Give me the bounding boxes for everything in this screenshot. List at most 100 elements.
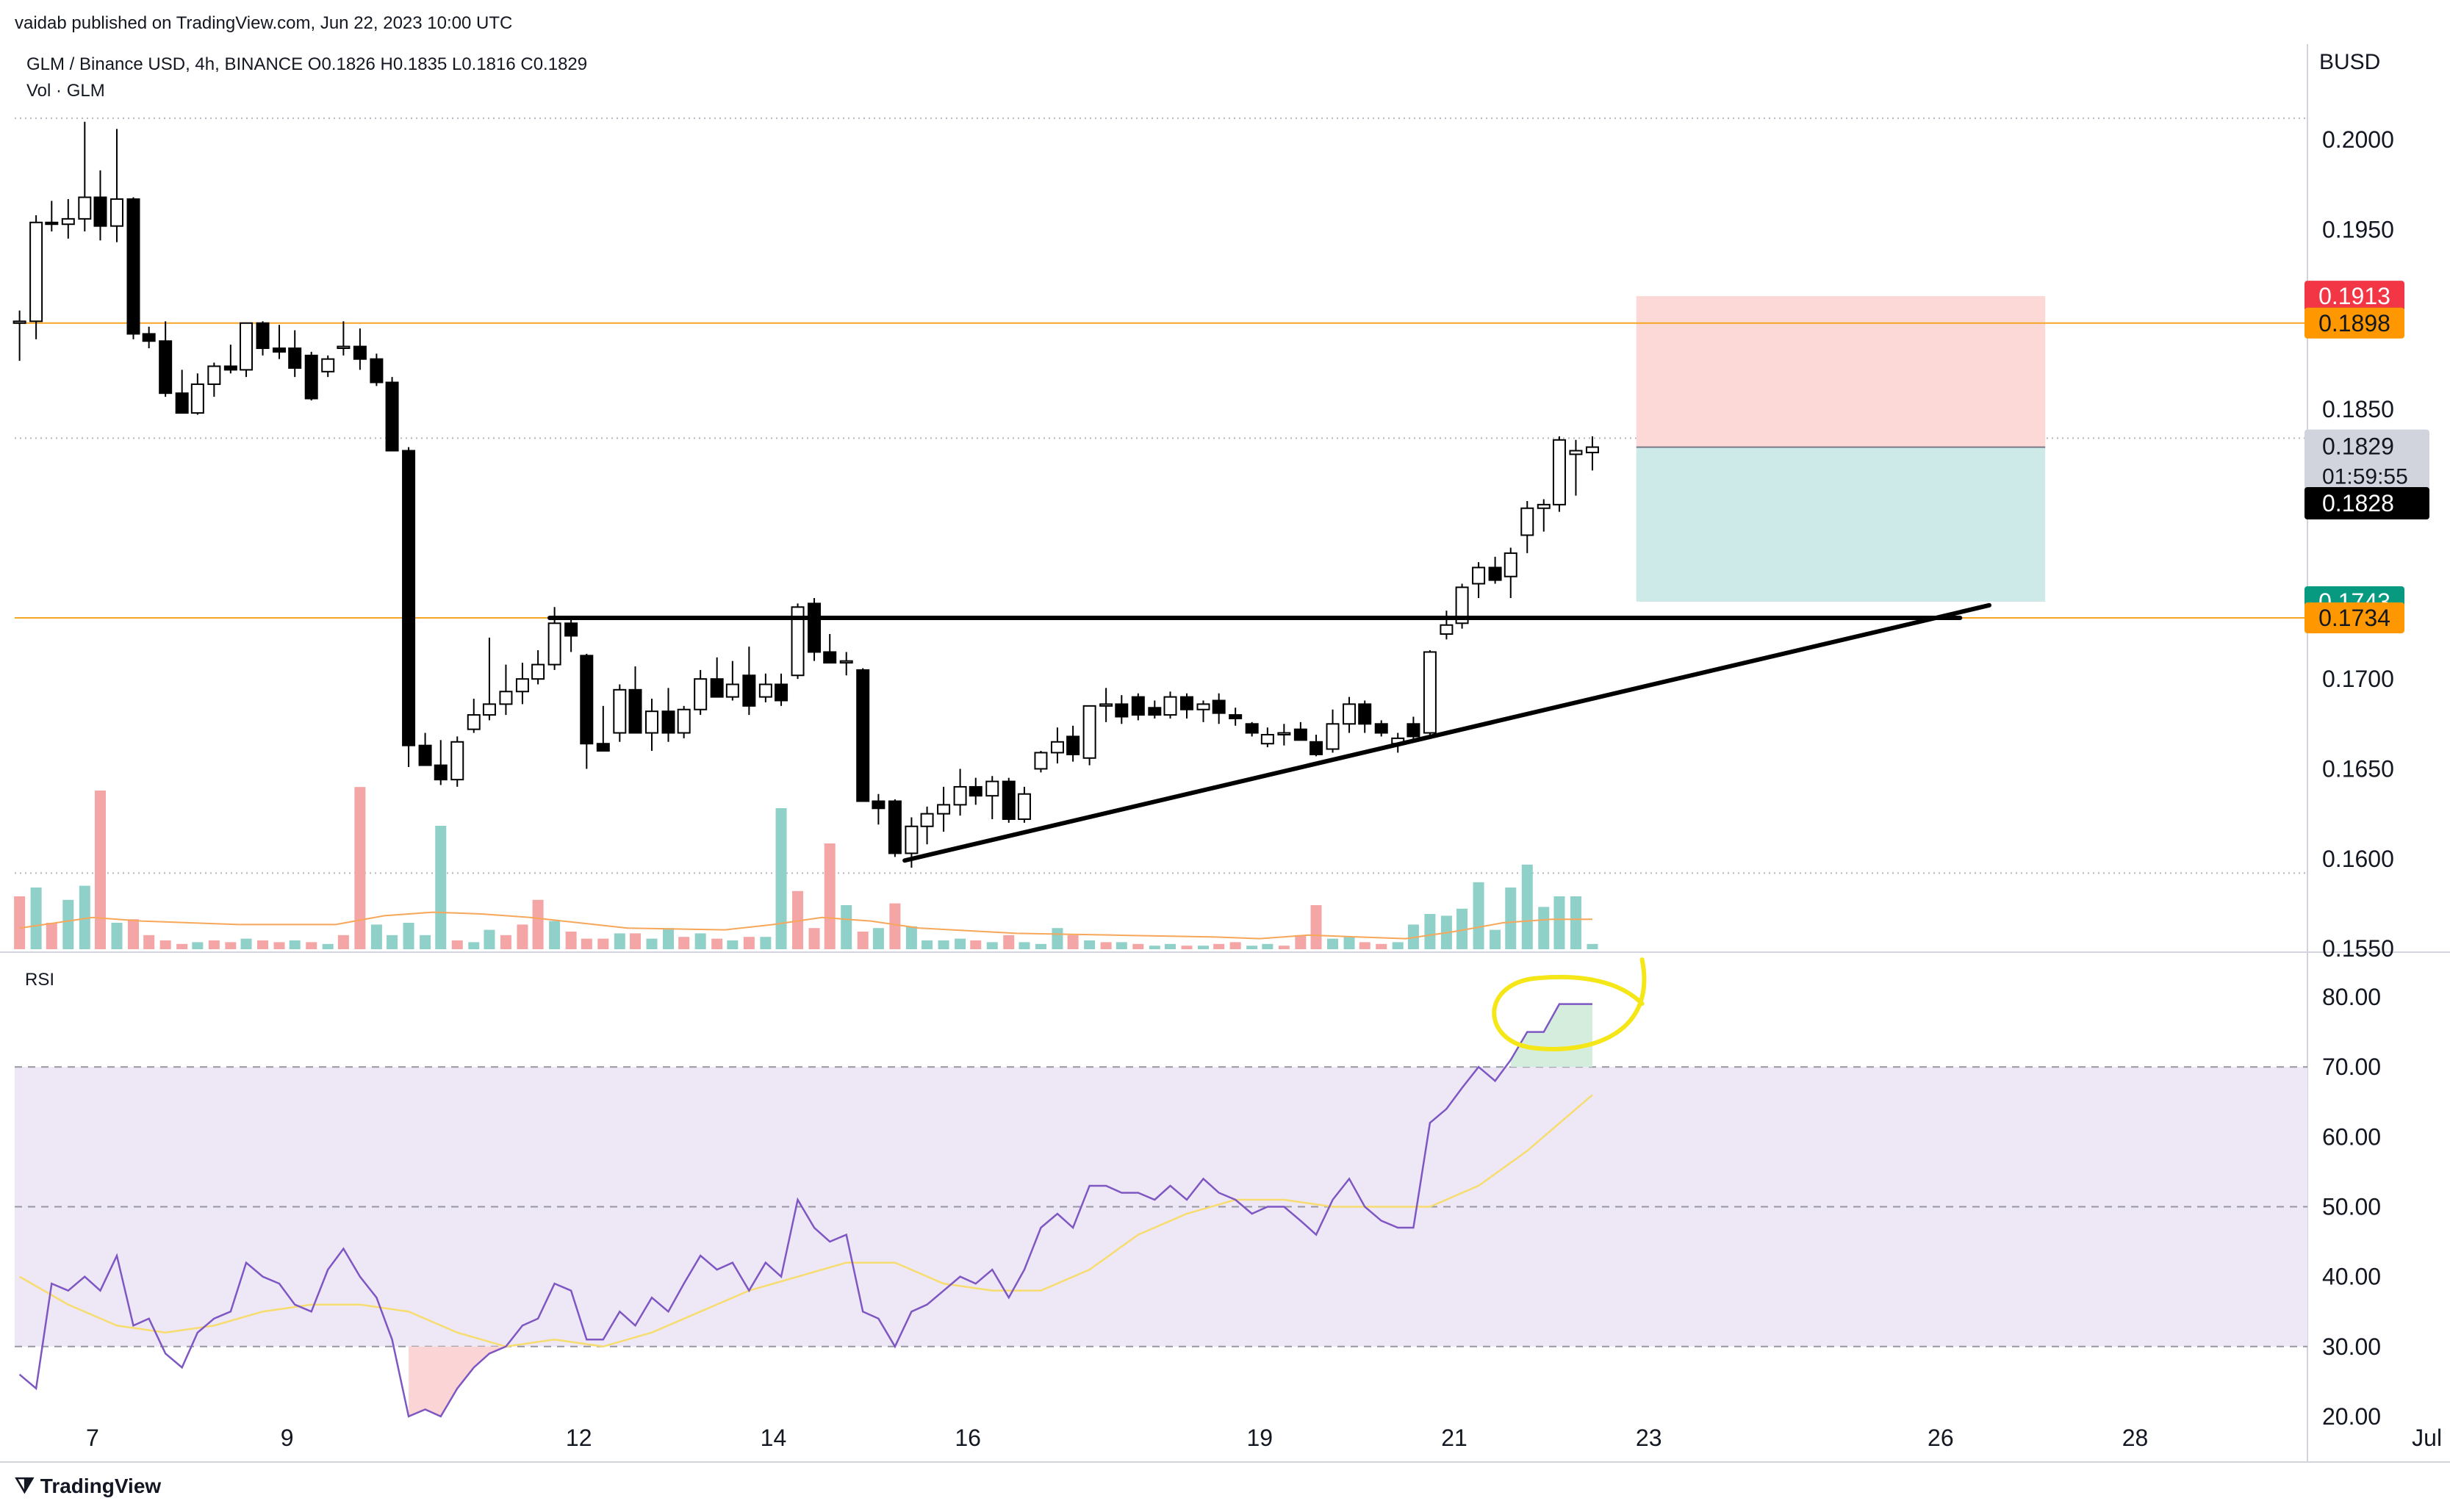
candle-down: [353, 345, 367, 360]
volume-bar: [240, 938, 252, 949]
candle-down: [159, 340, 173, 395]
volume-bar: [841, 905, 852, 949]
volume-bar: [1473, 882, 1484, 949]
candle-up: [985, 780, 999, 797]
price-axis-tick: 0.1650: [2322, 755, 2394, 782]
volume-bar: [94, 791, 106, 949]
candle-down: [256, 322, 270, 350]
candle-up: [1034, 752, 1048, 770]
volume-bar: [955, 938, 966, 949]
volume-bar: [435, 826, 447, 949]
volume-bar: [1181, 946, 1193, 949]
volume-bar: [159, 940, 171, 949]
current-price-tag-text: 0.1828: [2322, 490, 2394, 516]
rsi-oversold-fill: [409, 1346, 506, 1416]
candle-up: [450, 741, 464, 781]
volume-bar: [208, 940, 220, 949]
support-price-tag-text: 0.1734: [2318, 605, 2390, 631]
volume-bar: [646, 938, 658, 949]
publisher-line: vaidab published on TradingView.com, Jun…: [15, 13, 513, 33]
time-axis-tick: 7: [86, 1425, 99, 1451]
candle-up: [1504, 552, 1517, 577]
volume-bar: [808, 928, 820, 949]
tradingview-brand[interactable]: ⧩ TradingView: [15, 1474, 161, 1499]
candle-down: [1179, 696, 1193, 710]
volume-bar: [111, 923, 123, 949]
volume-bar: [62, 899, 74, 949]
stop-price-tag-bg: [2304, 281, 2404, 312]
volume-bar: [387, 935, 398, 949]
volume-bar: [1424, 914, 1436, 949]
candle-down: [1374, 723, 1388, 734]
candle-down: [775, 683, 788, 702]
rsi-axis-tick: 40.00: [2322, 1264, 2381, 1290]
candle-down: [288, 348, 302, 369]
volume-legend[interactable]: Vol · GLM: [26, 81, 105, 101]
candle-up: [1343, 703, 1357, 725]
candle-up: [207, 365, 221, 385]
volume-bar: [1035, 943, 1046, 949]
currency-label[interactable]: BUSD: [2319, 50, 2381, 74]
rsi-axis-tick: 30.00: [2322, 1333, 2381, 1360]
volume-bar: [678, 937, 690, 949]
candle-down: [1407, 723, 1420, 738]
volume-bar: [1084, 940, 1096, 949]
candle-up: [1552, 439, 1566, 505]
candle-up: [920, 813, 934, 827]
volume-bar: [451, 940, 463, 949]
rsi-line: [18, 1003, 1592, 1418]
candle-up: [1017, 793, 1031, 820]
candle-up: [1277, 732, 1291, 735]
volume-bar: [857, 932, 869, 949]
volume-bar: [225, 942, 237, 949]
volume-bar: [1456, 908, 1468, 949]
candle-up: [190, 383, 204, 414]
candle-up: [613, 688, 627, 734]
time-axis-tick: 9: [281, 1425, 294, 1451]
volume-bar: [1052, 928, 1063, 949]
candle-up: [839, 660, 853, 664]
candle-down: [142, 333, 156, 342]
symbol-legend[interactable]: GLM / Binance USD, 4h, BINANCE O0.1826 H…: [26, 54, 588, 74]
candle-up: [1099, 703, 1113, 707]
level-price-tag-bg: [2304, 307, 2404, 339]
candle-up: [725, 683, 739, 698]
volume-bar: [1164, 943, 1176, 949]
volume-bar: [581, 938, 592, 949]
volume-bar: [905, 926, 917, 949]
volume-bar: [1376, 943, 1387, 949]
time-axis-tick: 14: [761, 1425, 787, 1451]
axes-layer: 0.2000 0.1950 0.1850 0.1700 0.1650 0.1600 0.15…: [86, 126, 2442, 1451]
rsi-pane[interactable]: [15, 957, 2307, 1418]
time-axis-tick: Jul: [2412, 1425, 2442, 1451]
volume-bar: [1067, 935, 1079, 949]
brand-label: TradingView: [40, 1475, 162, 1497]
volume-bar: [986, 942, 998, 949]
time-axis-tick: 23: [1636, 1425, 1662, 1451]
volume-bar: [79, 885, 90, 949]
volume-bar: [1019, 942, 1030, 949]
volume-bar: [1149, 946, 1160, 949]
candle-up: [1423, 651, 1437, 734]
level-price-tag-text: 0.1898: [2318, 310, 2390, 336]
ascending-trendline[interactable]: [902, 602, 1991, 863]
price-axis-tick: 0.1950: [2322, 217, 2394, 243]
price-pane[interactable]: [12, 121, 2307, 949]
candle-down: [872, 800, 885, 810]
volume-bar: [484, 929, 495, 949]
candle-up: [499, 691, 513, 705]
candle-up: [677, 708, 691, 734]
volume-bar: [760, 937, 772, 949]
candle-down: [580, 655, 594, 745]
rsi-legend[interactable]: RSI: [25, 970, 55, 990]
candle-down: [856, 669, 870, 802]
candle-up: [1520, 507, 1534, 536]
rsi-ma-line: [18, 1094, 1593, 1348]
candle-down: [823, 651, 837, 664]
rsi-axis-tick: 20.00: [2322, 1403, 2381, 1430]
volume-bar: [14, 896, 26, 949]
volume-bar: [938, 940, 949, 949]
rsi-highlight-circle[interactable]: [1492, 957, 1647, 1051]
volume-bar: [289, 940, 301, 949]
candle-down: [564, 622, 578, 637]
